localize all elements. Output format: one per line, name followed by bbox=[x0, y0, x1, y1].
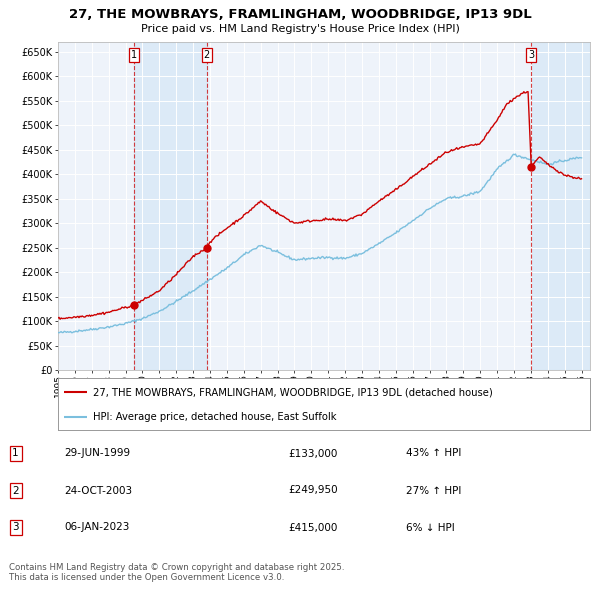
Text: 27% ↑ HPI: 27% ↑ HPI bbox=[406, 486, 461, 496]
Text: Contains HM Land Registry data © Crown copyright and database right 2025.
This d: Contains HM Land Registry data © Crown c… bbox=[9, 563, 344, 582]
Text: 29-JUN-1999: 29-JUN-1999 bbox=[64, 448, 130, 458]
Text: 1: 1 bbox=[131, 50, 137, 60]
Text: 27, THE MOWBRAYS, FRAMLINGHAM, WOODBRIDGE, IP13 9DL (detached house): 27, THE MOWBRAYS, FRAMLINGHAM, WOODBRIDG… bbox=[92, 387, 493, 397]
Text: 2: 2 bbox=[203, 50, 210, 60]
Text: £249,950: £249,950 bbox=[288, 486, 338, 496]
Text: 3: 3 bbox=[528, 50, 534, 60]
Text: 43% ↑ HPI: 43% ↑ HPI bbox=[406, 448, 461, 458]
Text: 2: 2 bbox=[13, 486, 19, 496]
Bar bbox=[134, 42, 207, 370]
Text: 06-JAN-2023: 06-JAN-2023 bbox=[64, 523, 130, 533]
Text: 1: 1 bbox=[13, 448, 19, 458]
Text: £415,000: £415,000 bbox=[288, 523, 338, 533]
Bar bbox=[531, 42, 590, 370]
Text: 6% ↓ HPI: 6% ↓ HPI bbox=[406, 523, 455, 533]
Text: 3: 3 bbox=[13, 523, 19, 533]
Text: £133,000: £133,000 bbox=[288, 448, 338, 458]
Text: HPI: Average price, detached house, East Suffolk: HPI: Average price, detached house, East… bbox=[92, 412, 336, 422]
Text: 27, THE MOWBRAYS, FRAMLINGHAM, WOODBRIDGE, IP13 9DL: 27, THE MOWBRAYS, FRAMLINGHAM, WOODBRIDG… bbox=[68, 8, 532, 21]
Text: Price paid vs. HM Land Registry's House Price Index (HPI): Price paid vs. HM Land Registry's House … bbox=[140, 24, 460, 34]
Text: 24-OCT-2003: 24-OCT-2003 bbox=[64, 486, 132, 496]
